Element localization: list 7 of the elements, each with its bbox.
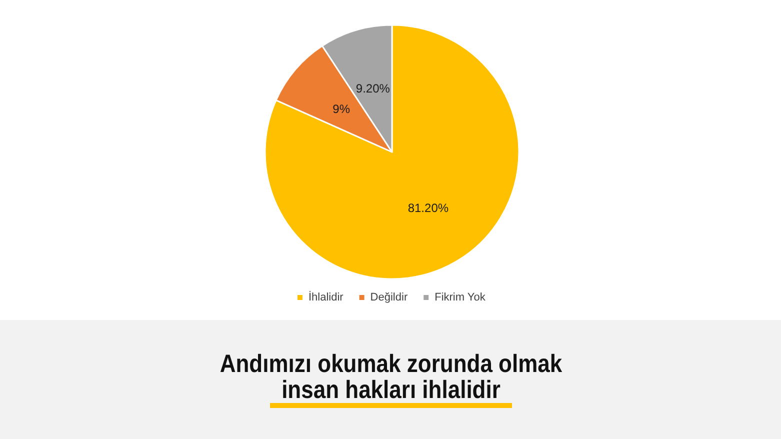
- data-label: 9%: [332, 102, 350, 116]
- legend-label: Değildir: [370, 292, 408, 304]
- data-label: 81.20%: [408, 200, 449, 215]
- legend-label: Fikrim Yok: [434, 292, 486, 304]
- legend-label: İhlalidir: [308, 290, 344, 304]
- text: Andımızı okumak zorunda olmak insan hakları ihlalidir: [218, 350, 563, 404]
- data-label: 9.20%: [356, 81, 390, 96]
